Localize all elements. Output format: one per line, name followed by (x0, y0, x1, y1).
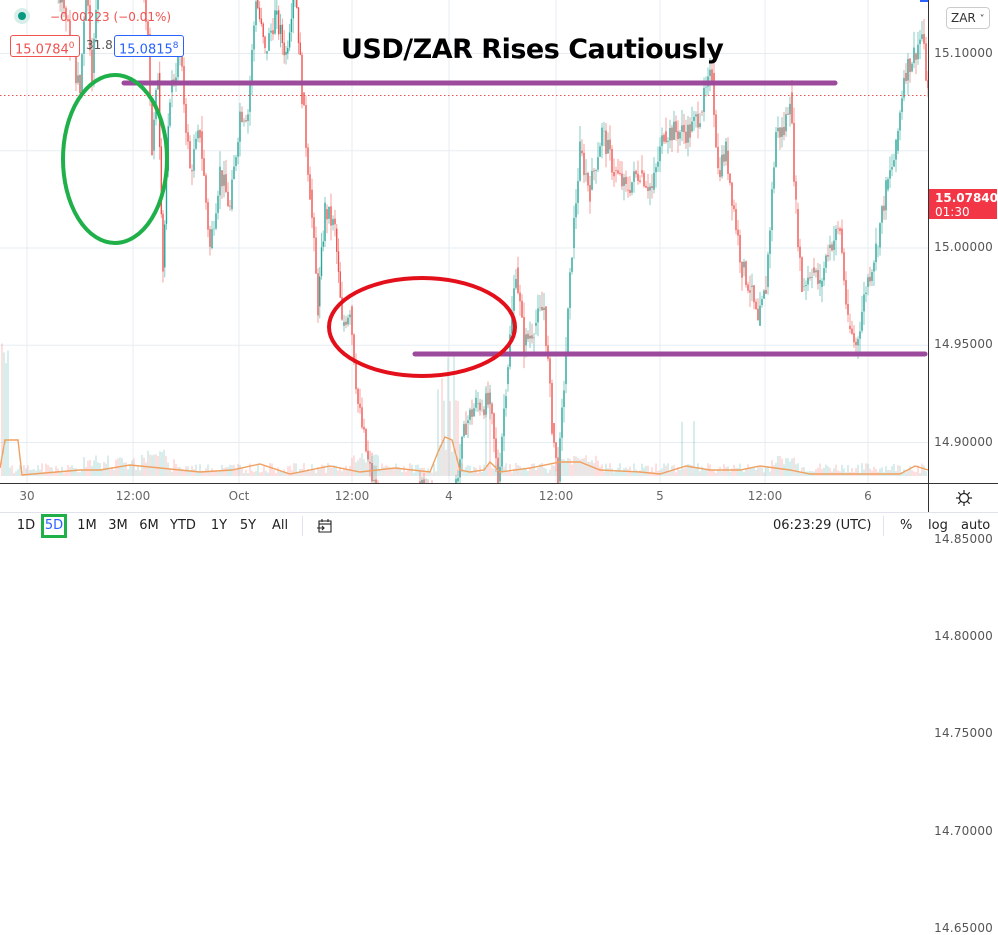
price-axis-label: 14.65000 (934, 920, 993, 935)
currency-select[interactable]: ZAR ˅ (946, 7, 990, 29)
price-axis[interactable]: 15.3000015.2500015.2000015.1500015.10000… (928, 0, 998, 935)
green-ellipse (61, 73, 169, 245)
price-axis-label: 15.10000 (934, 45, 993, 60)
chart-title: USD/ZAR Rises Cautiously (341, 34, 724, 65)
market-status-dot-icon (14, 8, 30, 24)
range-button-1m[interactable]: 1M (77, 518, 97, 533)
divider (883, 516, 884, 536)
red-ellipse (327, 276, 517, 378)
range-button-1d[interactable]: 1D (16, 518, 36, 533)
volume-ma-line (0, 436, 929, 476)
currency-label: ZAR (951, 11, 976, 25)
buy-price: 15.0815 (119, 42, 173, 58)
range-button-6m[interactable]: 6M (139, 518, 159, 533)
time-axis-label: 30 (19, 489, 35, 503)
time-axis[interactable]: 30 12:00 Oct 12:00 4 12:00 5 12:00 6 (0, 483, 928, 512)
time-axis-label: 12:00 (115, 489, 151, 503)
sell-price: 15.0784 (15, 42, 69, 58)
chart-canvas[interactable] (0, 0, 929, 930)
price-change: −0.00223 (−0.01%) (50, 10, 172, 24)
range-button-3m[interactable]: 3M (108, 518, 128, 533)
range-button-5d[interactable]: 5D (41, 514, 67, 538)
spread-value: 31.8 (86, 38, 113, 52)
bar-countdown: 01:30 (935, 205, 970, 219)
price-axis-label: 14.80000 (934, 629, 993, 643)
goto-date-button[interactable] (316, 518, 334, 538)
legend-status (14, 8, 30, 24)
bottom-toolbar: 1D 5D 1M 3M 6M YTD 1Y 5Y All 06:23:29 (UTC) % lo… (0, 512, 998, 540)
price-axis-label: 14.75000 (934, 726, 993, 741)
time-axis-label: 12:00 (747, 489, 783, 503)
time-axis-label: Oct (228, 489, 250, 503)
gear-icon (956, 490, 972, 506)
range-button-5y[interactable]: 5Y (239, 518, 257, 533)
range-button-ytd[interactable]: YTD (170, 518, 196, 533)
chart-settings-button[interactable] (928, 483, 998, 512)
time-axis-label: 12:00 (538, 489, 574, 503)
buy-price-pip: 8 (172, 41, 179, 51)
time-axis-label: 5 (656, 489, 664, 503)
sell-button[interactable]: 15.07840 (10, 35, 80, 57)
price-axis-label: 14.90000 (934, 434, 993, 449)
range-button-all[interactable]: All (271, 518, 289, 533)
calendar-goto-icon (317, 519, 332, 533)
last-price-value: 15.07840 (935, 191, 998, 205)
time-axis-label: 12:00 (334, 489, 370, 503)
price-axis-label: 14.95000 (934, 337, 993, 352)
divider (302, 516, 303, 536)
time-axis-label: 4 (445, 489, 453, 503)
time-axis-label: 6 (864, 489, 872, 503)
sell-price-pip: 0 (68, 41, 75, 51)
last-price-tag: 15.07840 01:30 (929, 189, 998, 219)
utc-clock[interactable]: 06:23:29 (UTC) (773, 518, 872, 533)
percent-scale-toggle[interactable]: % (900, 518, 913, 533)
price-axis-label: 14.70000 (934, 823, 993, 838)
price-axis-label: 15.00000 (934, 240, 993, 254)
auto-scale-toggle[interactable]: auto (961, 518, 991, 533)
chevron-down-icon: ˅ (979, 14, 985, 25)
price-chart[interactable]: −0.00223 (−0.01%) 15.07840 31.8 15.08158… (0, 0, 929, 930)
buy-button[interactable]: 15.08158 (114, 35, 184, 57)
log-scale-toggle[interactable]: log (928, 518, 948, 533)
range-button-1y[interactable]: 1Y (210, 518, 228, 533)
